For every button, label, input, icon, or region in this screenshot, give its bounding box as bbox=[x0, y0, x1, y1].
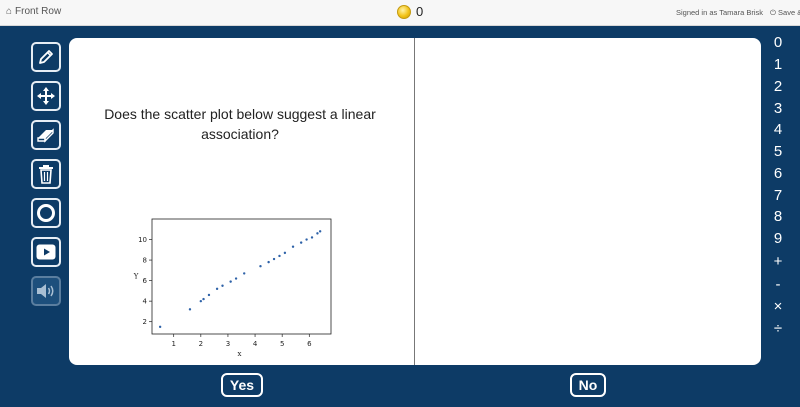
scatter-point bbox=[202, 297, 205, 301]
app-name: Front Row bbox=[15, 6, 62, 17]
scatter-point bbox=[229, 280, 232, 283]
coin-counter: 0 bbox=[397, 4, 423, 19]
trash-icon bbox=[39, 165, 53, 184]
x-tick-label: 6 bbox=[307, 340, 312, 348]
card-divider bbox=[414, 38, 415, 365]
scatter-plot: 1 2 3 4 5 6 2 4 6 8 10 x Y bbox=[133, 218, 332, 358]
keypad-key[interactable]: + bbox=[773, 253, 783, 270]
video-tool[interactable] bbox=[31, 237, 61, 267]
keypad-key[interactable]: 1 bbox=[773, 56, 783, 73]
scatter-point bbox=[299, 241, 303, 244]
keypad-key[interactable]: - bbox=[775, 276, 781, 293]
x-axis-label: x bbox=[238, 350, 242, 358]
signed-in-label: Signed in as Tamara Brisk bbox=[676, 8, 763, 17]
top-bar: ⌂ Front Row 0 Signed in as Tamara Brisk … bbox=[0, 0, 800, 26]
pencil-tool[interactable] bbox=[31, 42, 61, 72]
scatter-point bbox=[188, 308, 192, 311]
audio-tool[interactable] bbox=[31, 276, 61, 306]
keypad-key[interactable]: 3 bbox=[773, 100, 783, 117]
coin-icon bbox=[397, 4, 411, 19]
power-icon: ⏻ bbox=[770, 8, 776, 17]
yes-button[interactable]: Yes bbox=[221, 373, 263, 397]
play-icon bbox=[36, 244, 56, 260]
keypad-key[interactable]: 7 bbox=[773, 187, 783, 204]
home-icon: ⌂ bbox=[6, 5, 13, 17]
keypad-key[interactable]: ÷ bbox=[773, 320, 783, 337]
question-card: Does the scatter plot below suggest a li… bbox=[69, 38, 761, 365]
move-icon bbox=[37, 87, 55, 105]
y-tick-label: 10 bbox=[138, 236, 147, 244]
keypad-key[interactable]: × bbox=[773, 298, 783, 315]
eraser-tool[interactable] bbox=[31, 120, 61, 150]
scatter-point bbox=[221, 284, 224, 287]
scatter-point bbox=[318, 230, 322, 233]
save-button[interactable]: ⏻ Save & bbox=[770, 8, 800, 18]
move-tool[interactable] bbox=[31, 81, 61, 111]
pencil-icon bbox=[39, 50, 53, 64]
y-tick-label: 2 bbox=[143, 318, 147, 326]
eraser-icon bbox=[37, 128, 54, 143]
x-tick-label: 1 bbox=[171, 340, 175, 348]
scatter-point bbox=[234, 277, 238, 280]
scatter-point bbox=[215, 287, 219, 291]
scatter-point bbox=[199, 299, 203, 303]
scatter-point bbox=[259, 265, 262, 268]
circle-icon bbox=[37, 204, 55, 222]
keypad-key[interactable]: 4 bbox=[773, 121, 783, 138]
coin-count: 0 bbox=[416, 4, 424, 19]
scatter-point bbox=[278, 254, 281, 258]
scatter-point bbox=[291, 245, 295, 248]
trash-tool[interactable] bbox=[31, 159, 61, 189]
scatter-point bbox=[267, 260, 270, 264]
scatter-point bbox=[283, 251, 287, 255]
keypad-key[interactable]: 5 bbox=[773, 143, 783, 160]
scatter-point bbox=[243, 272, 246, 275]
home-link[interactable]: ⌂ Front Row bbox=[6, 6, 61, 17]
keypad-key[interactable]: 2 bbox=[773, 78, 783, 95]
keypad-key[interactable]: 8 bbox=[773, 208, 783, 225]
x-tick-label: 5 bbox=[280, 340, 284, 348]
scatter-point bbox=[207, 293, 211, 297]
keypad-key[interactable]: 0 bbox=[773, 34, 783, 51]
no-button[interactable]: No bbox=[570, 373, 606, 397]
y-tick-label: 8 bbox=[143, 257, 147, 265]
scatter-point bbox=[310, 236, 314, 239]
y-axis-label: Y bbox=[133, 273, 139, 281]
keypad-key[interactable]: 9 bbox=[773, 230, 783, 247]
x-tick-label: 2 bbox=[199, 340, 203, 348]
scatter-point bbox=[316, 232, 319, 235]
plot-frame bbox=[151, 218, 332, 335]
y-tick-label: 4 bbox=[143, 298, 148, 306]
save-label: Save & bbox=[778, 8, 800, 17]
scatter-point bbox=[272, 257, 276, 261]
speaker-icon bbox=[37, 284, 54, 298]
scatter-point bbox=[305, 238, 308, 241]
x-tick-label: 3 bbox=[226, 340, 230, 348]
y-tick-label: 6 bbox=[143, 277, 148, 285]
question-text: Does the scatter plot below suggest a li… bbox=[104, 106, 376, 142]
keypad-key[interactable]: 6 bbox=[773, 165, 783, 182]
scatter-point bbox=[158, 325, 162, 329]
circle-tool[interactable] bbox=[31, 198, 61, 228]
x-tick-label: 4 bbox=[253, 340, 258, 348]
